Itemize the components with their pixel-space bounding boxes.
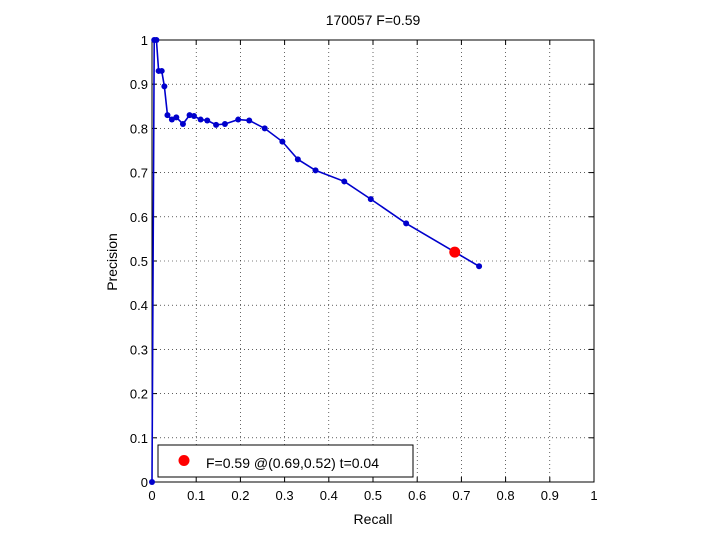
y-tick-label: 0.2 [130, 387, 148, 402]
x-tick-label: 0.1 [187, 488, 205, 503]
data-point [161, 83, 168, 90]
legend-marker [178, 455, 190, 466]
y-tick-label: 0 [141, 475, 148, 490]
x-tick-label: 0.4 [320, 488, 338, 503]
x-tick-label: 0.9 [541, 488, 559, 503]
data-point [168, 116, 175, 123]
data-point [164, 112, 171, 119]
data-point [213, 121, 220, 128]
data-point [294, 156, 301, 163]
data-point [261, 125, 268, 132]
data-point [279, 138, 286, 145]
data-point [158, 67, 165, 74]
x-tick-label: 0.8 [497, 488, 515, 503]
y-tick-label: 0.7 [130, 166, 148, 181]
x-tick-label: 1 [590, 488, 597, 503]
y-tick-label: 0.8 [130, 121, 148, 136]
y-tick-label: 0.6 [130, 210, 148, 225]
grid [152, 40, 594, 482]
x-tick-label: 0.5 [364, 488, 382, 503]
y-tick-label: 0.3 [130, 342, 148, 357]
best-f-point [449, 246, 461, 258]
chart-title: 170057 F=0.59 [326, 12, 421, 28]
legend-box [157, 444, 414, 478]
data-point [153, 37, 160, 43]
y-tick-labels: 0 0.1 0.2 0.3 0.4 0.5 0.6 0.7 0.8 0.9 1 [130, 33, 148, 490]
data-point [312, 167, 319, 174]
data-point [246, 117, 253, 124]
x-tick-label: 0 [148, 488, 155, 503]
series-layer [149, 37, 483, 485]
data-point [403, 220, 410, 227]
x-axis-label: Recall [354, 511, 393, 527]
x-tick-label: 0.3 [276, 488, 294, 503]
data-point [197, 116, 204, 123]
data-point [341, 178, 348, 185]
data-point [221, 120, 228, 127]
y-tick-label: 0.1 [130, 431, 148, 446]
data-point [179, 120, 186, 127]
legend: F=0.59 @(0.69,0.52) t=0.04 [157, 444, 414, 478]
data-point [149, 479, 155, 485]
x-tick-label: 0.7 [452, 488, 470, 503]
legend-label: F=0.59 @(0.69,0.52) t=0.04 [206, 455, 379, 471]
y-tick-label: 0.4 [130, 298, 148, 313]
data-point [204, 117, 211, 124]
highlight-layer [449, 246, 461, 258]
x-tick-label: 0.6 [408, 488, 426, 503]
x-tick-labels: 0 0.1 0.2 0.3 0.4 0.5 0.6 0.7 0.8 0.9 1 [148, 488, 597, 503]
y-tick-label: 0.9 [130, 77, 148, 92]
y-axis-label: Precision [104, 233, 120, 291]
data-point [235, 116, 242, 123]
x-tick-label: 0.2 [231, 488, 249, 503]
data-point [367, 196, 374, 203]
data-point [173, 114, 180, 121]
data-point [476, 263, 483, 270]
data-point [190, 113, 197, 120]
y-tick-label: 0.5 [130, 254, 148, 269]
y-tick-label: 1 [141, 33, 148, 48]
